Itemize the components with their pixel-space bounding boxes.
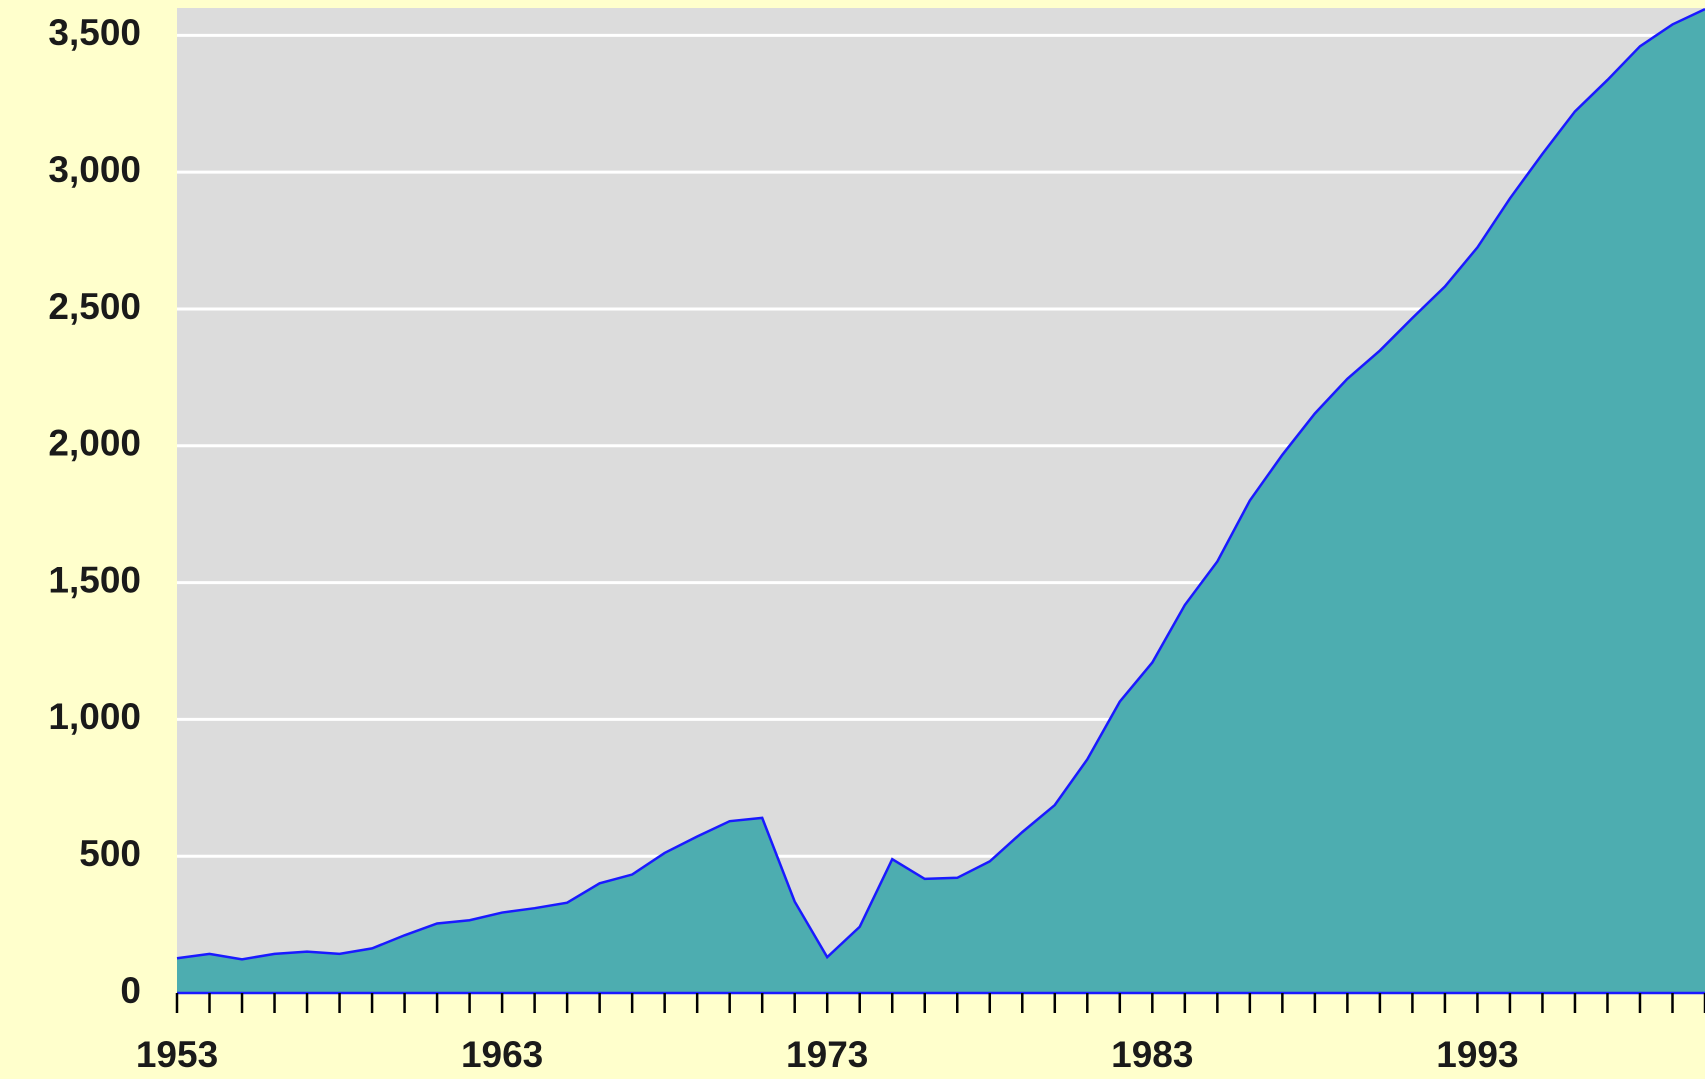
y-tick-label: 3,000 <box>48 149 141 190</box>
y-tick-label: 2,500 <box>48 286 141 327</box>
y-tick-label: 3,500 <box>48 12 141 53</box>
y-tick-label: 1,000 <box>48 696 141 737</box>
x-tick-label: 1993 <box>1436 1034 1518 1075</box>
y-tick-label: 2,000 <box>48 423 141 464</box>
y-tick-label: 1,500 <box>48 559 141 600</box>
area <box>177 9 1705 994</box>
x-tick-label: 1963 <box>461 1034 543 1075</box>
y-tick-label: 500 <box>79 833 141 874</box>
y-tick-label: 0 <box>120 970 141 1011</box>
x-tick-label: 1983 <box>1111 1034 1193 1075</box>
x-tick-label: 1953 <box>136 1034 218 1075</box>
x-tick-label: 1973 <box>786 1034 868 1075</box>
line <box>176 7 1705 961</box>
